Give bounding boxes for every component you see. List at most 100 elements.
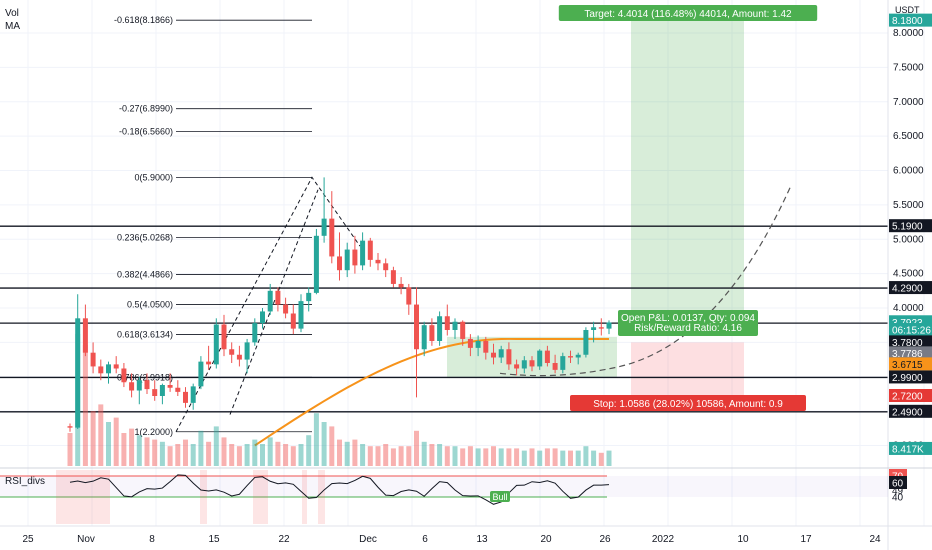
price-tick-label: 4.0000 — [893, 303, 924, 314]
rsi-title[interactable]: RSI_divs — [5, 476, 46, 487]
volume-bar — [290, 446, 296, 466]
rsi-divergence-highlight — [253, 470, 268, 524]
candle-body — [421, 325, 427, 350]
candle-body — [167, 385, 173, 388]
time-tick-label: 17 — [800, 534, 812, 545]
price-tick-label: 5.5000 — [893, 200, 924, 211]
volume-bar — [483, 448, 489, 466]
volume-bar — [313, 413, 319, 466]
volume-bar — [252, 439, 258, 466]
volume-bar — [491, 446, 496, 466]
volume-bar — [390, 448, 396, 466]
candle-body — [221, 324, 227, 350]
volume-bar — [175, 444, 181, 466]
candle-body — [514, 364, 520, 369]
time-tick-label: 13 — [476, 534, 488, 545]
candle-body — [398, 283, 404, 288]
candle-body — [321, 218, 327, 236]
volume-bar — [537, 450, 543, 466]
target-zone — [631, 20, 744, 324]
price-label: 06:15:26 — [892, 326, 931, 337]
fib-label: 1(2.2000) — [134, 427, 173, 437]
volume-bar — [506, 448, 512, 466]
volume-bar — [121, 433, 127, 466]
rr-label: Risk/Reward Ratio: 4.16 — [634, 323, 742, 334]
candle-body — [175, 387, 181, 392]
price-label: 3.6715 — [892, 360, 923, 371]
volume-bar — [267, 437, 273, 466]
volume-bar — [144, 437, 150, 466]
candle-body — [306, 292, 312, 302]
volume-bar — [113, 417, 119, 466]
candle-body — [575, 354, 581, 358]
volume-bar — [568, 450, 573, 466]
price-label: 4.2900 — [892, 284, 923, 295]
fib-label: -0.27(6.8990) — [119, 104, 173, 114]
indicator-label-ma[interactable]: MA — [5, 21, 20, 32]
volume-bar — [136, 435, 142, 466]
volume-bar — [159, 441, 165, 466]
bull-badge-bg — [490, 491, 510, 502]
volume-bar — [467, 446, 473, 466]
time-tick-label: 20 — [540, 534, 552, 545]
fib-label: 0.382(4.4866) — [117, 270, 173, 280]
volume-bar — [306, 435, 312, 466]
volume-bar — [514, 448, 520, 466]
candle-body — [552, 363, 558, 370]
rsi-tick-label: 49 — [892, 486, 904, 497]
volume-bar — [221, 437, 227, 466]
candle-body — [106, 364, 111, 374]
candle-body — [206, 361, 212, 365]
candle-body — [144, 380, 150, 390]
volume-bar — [337, 439, 342, 466]
candle-body — [267, 290, 273, 312]
volume-bar — [106, 422, 111, 466]
volume-bar — [591, 450, 597, 466]
candle-body — [437, 316, 443, 341]
candle-body — [75, 318, 81, 428]
fib-label: 0.618(3.6134) — [117, 330, 173, 340]
volume-bar — [414, 430, 419, 466]
volume-bar — [360, 444, 366, 466]
candle-body — [568, 356, 573, 358]
candle-body — [352, 249, 358, 266]
candle-body — [329, 218, 335, 257]
time-tick-label: 2022 — [652, 534, 675, 545]
volume-bar — [183, 439, 188, 466]
candle-body — [252, 323, 258, 343]
price-tick-label: 5.0000 — [893, 234, 924, 245]
volume-bar — [321, 422, 327, 466]
fib-swing-line — [175, 176, 361, 432]
rsi-tick-label: 60 — [892, 479, 904, 490]
candle-body — [190, 386, 196, 403]
price-label-bg — [889, 335, 932, 349]
candle-body — [529, 360, 535, 367]
price-label: 2.7200 — [892, 392, 923, 403]
candle-body — [429, 325, 435, 341]
candle-body — [383, 263, 389, 271]
volume-bar — [429, 444, 435, 466]
candle-body — [113, 364, 119, 369]
volume-bar — [367, 446, 373, 466]
volume-bar — [575, 450, 581, 466]
candle-body — [560, 356, 566, 370]
candle-body — [275, 290, 281, 305]
indicator-label-vol[interactable]: Vol — [5, 8, 19, 19]
volume-bar — [529, 448, 535, 466]
price-label: 8.417K — [892, 444, 924, 455]
volume-bar — [437, 444, 443, 466]
volume-bar — [475, 448, 481, 466]
moving-average-line — [254, 337, 609, 447]
price-label: 2.9900 — [892, 373, 923, 384]
volume-bar — [206, 441, 212, 466]
rsi-line — [69, 474, 610, 505]
volume-bar — [67, 433, 73, 466]
fib-label: -0.618(8.1866) — [114, 15, 173, 25]
candle-body — [121, 368, 127, 383]
price-label: 5.1900 — [892, 222, 923, 233]
price-tick-label: 6.0000 — [893, 166, 924, 177]
candle-body — [406, 287, 412, 305]
price-tick-label: 6.5000 — [893, 131, 924, 142]
volume-bar — [283, 444, 289, 466]
